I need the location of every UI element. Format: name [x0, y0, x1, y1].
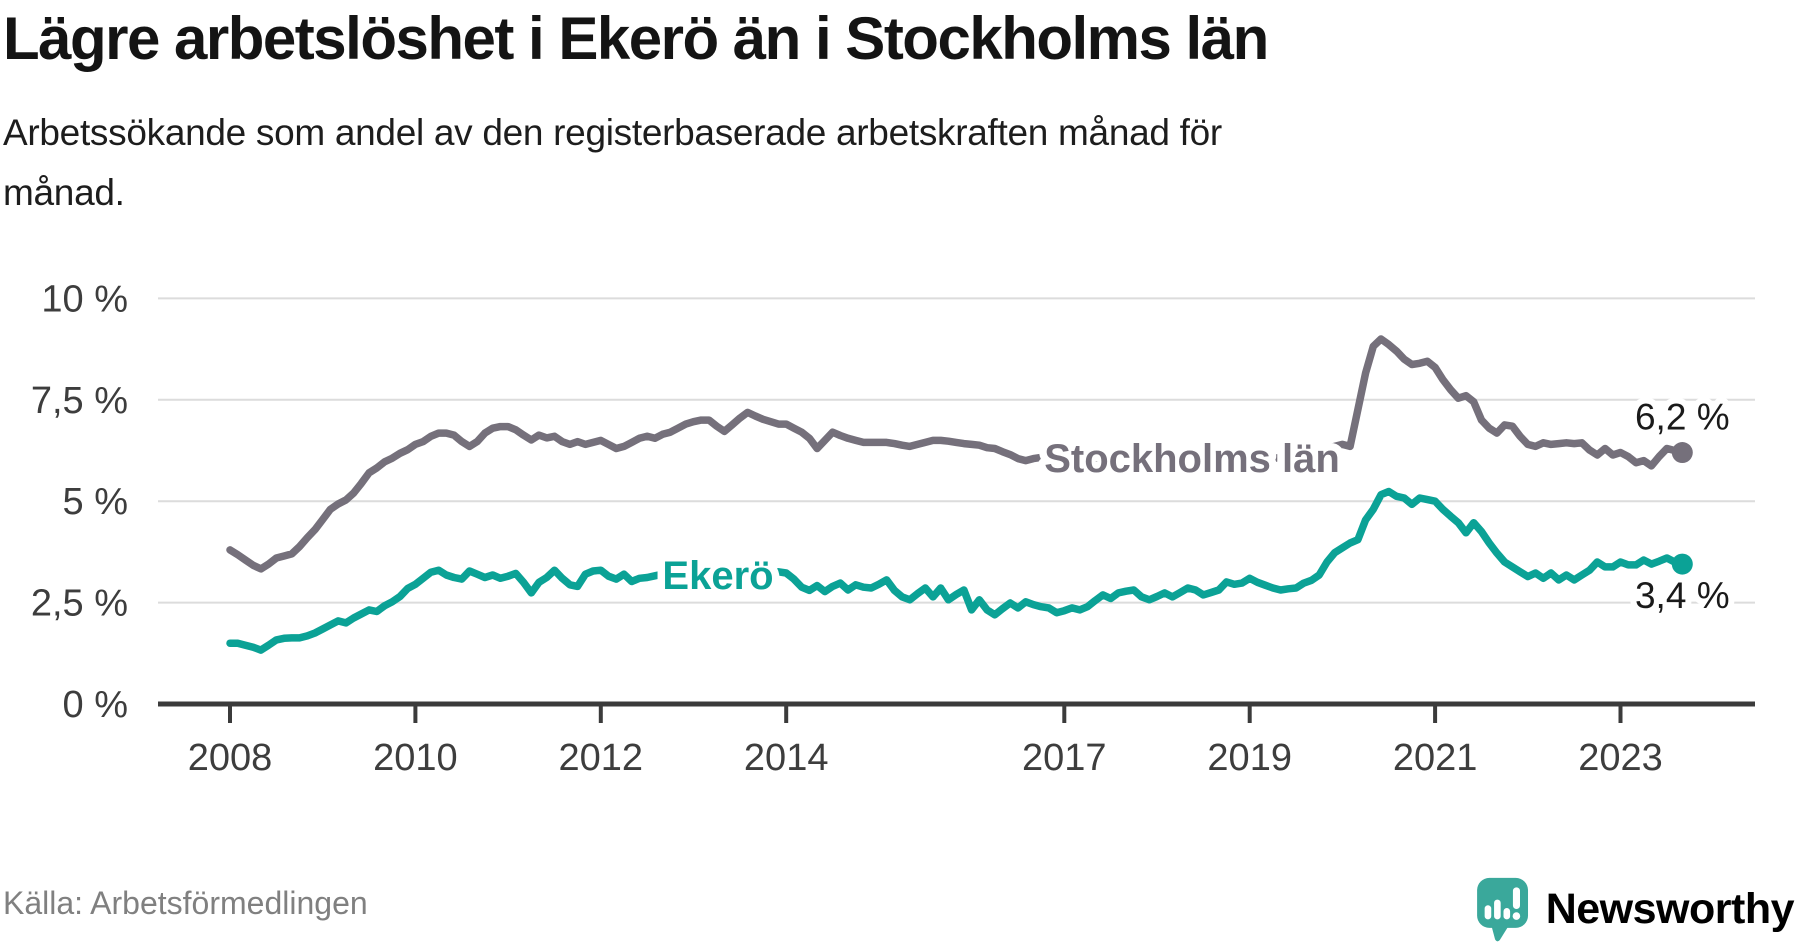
x-tick-label-2023: 2023: [1578, 737, 1663, 779]
y-tick-label-0: 0 %: [63, 684, 128, 726]
y-tick-label-10: 10 %: [41, 278, 128, 320]
newsworthy-wordmark: Newsworthy: [1545, 884, 1795, 933]
x-tick-label-2014: 2014: [744, 737, 829, 779]
x-tick-label-2019: 2019: [1207, 737, 1292, 779]
subtitle-line-2: månad.: [3, 172, 125, 213]
end-value-label-stockholms-lan: 6,2 %: [1635, 397, 1730, 438]
end-value-label-ekero: 3,4 %: [1635, 575, 1730, 616]
series-line-stockholms-lan: [226, 335, 1687, 573]
y-tick-label-2.5: 2,5 %: [31, 583, 128, 625]
newsworthy-speech-bubble-bar-chart-icon: [1476, 877, 1528, 942]
y-tick-label-7.5: 7,5 %: [31, 380, 128, 422]
series-end-dot-ekero: [1671, 553, 1693, 575]
series-label-ekero: Ekerö: [662, 554, 773, 598]
y-tick-label-5: 5 %: [63, 481, 128, 523]
page-title: Lägre arbetslöshet i Ekerö än i Stockhol…: [3, 5, 1269, 72]
x-tick-label-2008: 2008: [188, 737, 273, 779]
x-tick-label-2012: 2012: [559, 737, 644, 779]
source-credit: Källa: Arbetsförmedlingen: [3, 885, 368, 921]
x-tick-label-2010: 2010: [373, 737, 458, 779]
subtitle-line-1: Arbetssökande som andel av den registerb…: [3, 112, 1222, 153]
series-end-dot-stockholms-lan: [1671, 442, 1693, 464]
newsworthy-logo: Newsworthy: [1475, 876, 1795, 942]
series-label-stockholms-lan: Stockholms län: [1044, 437, 1340, 481]
series-line-ekero: [226, 487, 1687, 654]
x-tick-label-2021: 2021: [1393, 737, 1478, 779]
chart-subtitle: Arbetssökande som andel av den registerb…: [3, 103, 1473, 223]
x-tick-label-2017: 2017: [1022, 737, 1107, 779]
